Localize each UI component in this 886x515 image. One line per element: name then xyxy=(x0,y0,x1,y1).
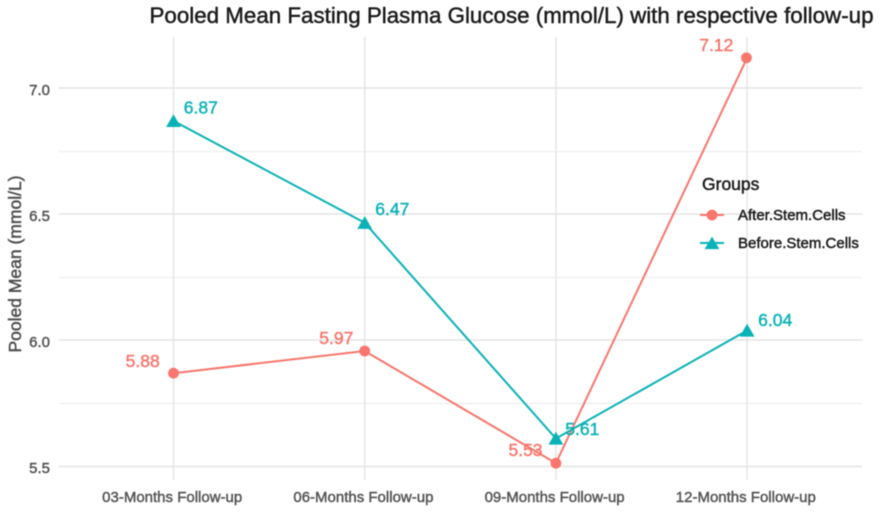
svg-text:6.0: 6.0 xyxy=(29,334,50,351)
svg-text:06-Months Follow-up: 06-Months Follow-up xyxy=(293,489,433,506)
svg-text:6.04: 6.04 xyxy=(758,310,792,330)
svg-text:Before.Stem.Cells: Before.Stem.Cells xyxy=(738,235,859,252)
svg-text:6.5: 6.5 xyxy=(29,208,50,225)
svg-text:6.87: 6.87 xyxy=(184,98,218,118)
svg-text:5.88: 5.88 xyxy=(126,351,160,371)
svg-text:5.61: 5.61 xyxy=(565,419,599,439)
svg-text:09-Months Follow-up: 09-Months Follow-up xyxy=(485,489,625,506)
svg-text:Pooled Mean (mmol/L): Pooled Mean (mmol/L) xyxy=(5,175,25,352)
svg-text:5.5: 5.5 xyxy=(29,460,50,477)
svg-text:5.97: 5.97 xyxy=(319,328,353,348)
svg-text:Groups: Groups xyxy=(702,174,760,194)
svg-text:7.12: 7.12 xyxy=(699,35,733,55)
svg-text:Pooled Mean Fasting Plasma Glu: Pooled Mean Fasting Plasma Glucose (mmol… xyxy=(150,3,874,28)
svg-text:6.47: 6.47 xyxy=(375,199,409,219)
svg-text:7.0: 7.0 xyxy=(29,82,50,99)
svg-text:12-Months Follow-up: 12-Months Follow-up xyxy=(676,489,816,506)
svg-text:After.Stem.Cells: After.Stem.Cells xyxy=(738,207,846,224)
svg-text:5.53: 5.53 xyxy=(508,440,542,460)
svg-text:03-Months Follow-up: 03-Months Follow-up xyxy=(102,489,242,506)
